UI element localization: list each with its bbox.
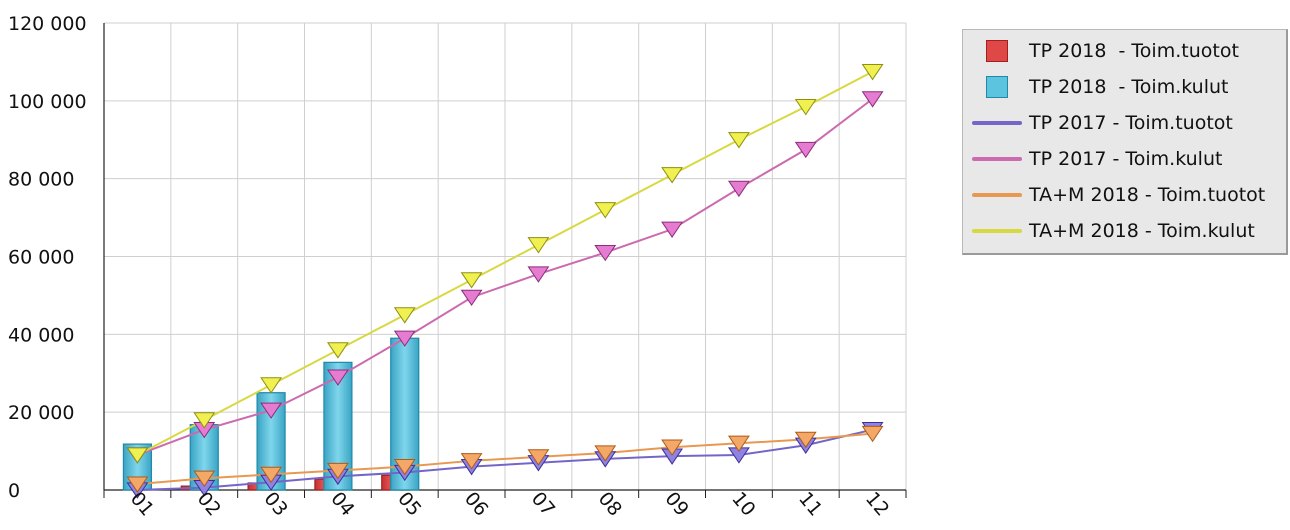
lines <box>136 70 874 491</box>
y-tick-label: 80 000 <box>8 169 74 191</box>
series-line <box>136 70 874 456</box>
legend-swatch <box>971 219 1023 243</box>
legend-label: TP 2018 - Toim.tuotot <box>1029 40 1239 62</box>
data-point-marker <box>326 342 349 359</box>
data-point-marker <box>193 470 216 488</box>
data-point-marker <box>126 476 149 493</box>
x-tick-label: 11 <box>794 488 826 521</box>
legend-item: TA+M 2018 - Toim.kulut <box>971 214 1255 248</box>
data-point-marker <box>527 266 550 283</box>
y-tick-label: 60 000 <box>8 247 74 269</box>
data-point-marker <box>861 91 884 108</box>
series-line <box>137 98 874 456</box>
axes <box>103 23 907 498</box>
x-tick-label: 08 <box>594 488 626 521</box>
data-point-marker <box>460 453 483 470</box>
legend-swatch <box>971 75 1023 99</box>
legend-swatch <box>971 39 1023 63</box>
data-point-marker <box>794 431 817 449</box>
data-point-marker <box>594 445 617 462</box>
data-point-marker <box>326 369 349 386</box>
data-point-marker <box>393 307 416 324</box>
legend-item: TP 2017 - Toim.kulut <box>971 142 1222 176</box>
y-tick-label: 100 000 <box>8 91 87 113</box>
data-point-marker <box>260 402 283 419</box>
data-point-marker <box>260 377 283 394</box>
markers <box>126 63 884 499</box>
data-point-marker <box>126 447 149 464</box>
series-line <box>137 428 873 491</box>
x-tick-label: 05 <box>393 488 425 521</box>
data-point-marker <box>661 439 684 456</box>
legend: TP 2018 - Toim.tuotot TP 2018 - Toim.kulu… <box>962 29 1288 255</box>
data-point-marker <box>861 63 884 81</box>
series-line <box>137 432 873 486</box>
data-point-marker <box>326 462 349 480</box>
legend-item: TP 2017 - Toim.tuotot <box>971 106 1233 140</box>
data-point-marker <box>460 289 483 307</box>
y-tick-label: 120 000 <box>8 13 87 35</box>
x-tick-label: 09 <box>660 488 692 521</box>
data-point-marker <box>527 237 550 254</box>
data-point-marker <box>661 167 684 184</box>
data-point-marker <box>460 272 483 289</box>
data-point-marker <box>727 132 750 149</box>
x-tick-label: 10 <box>727 488 759 521</box>
y-tick-label: 20 000 <box>8 402 74 424</box>
legend-item: TA+M 2018 - Toim.tuotot <box>971 178 1265 212</box>
legend-label: TA+M 2018 - Toim.kulut <box>1029 220 1255 242</box>
legend-item: TP 2018 - Toim.tuotot <box>971 34 1239 68</box>
data-point-marker <box>393 459 416 476</box>
legend-swatch <box>971 111 1023 135</box>
data-point-marker <box>527 449 550 466</box>
legend-label: TP 2017 - Toim.tuotot <box>1029 112 1233 134</box>
data-point-marker <box>727 435 750 452</box>
x-tick-label: 06 <box>460 488 492 521</box>
legend-label: TP 2017 - Toim.kulut <box>1029 148 1223 170</box>
x-tick-label: 02 <box>193 488 225 521</box>
legend-item: TP 2018 - Toim.kulut <box>971 70 1229 104</box>
x-tick-label: 01 <box>126 488 158 521</box>
x-tick-label: 12 <box>861 488 893 521</box>
x-tick-label: 07 <box>527 488 559 521</box>
chart: 0 20 000 40 000 60 000 80 000 100 000 120 000 0… <box>8 13 907 521</box>
data-point-marker <box>661 221 684 238</box>
grid <box>103 22 907 490</box>
y-tick-label: 40 000 <box>8 324 74 346</box>
legend-swatch <box>971 183 1023 207</box>
legend-label: TP 2018 - Toim.kulut <box>1029 76 1229 98</box>
x-tick-label: 03 <box>259 488 291 521</box>
data-point-marker <box>594 244 617 262</box>
legend-swatch <box>971 147 1023 171</box>
x-tick-label: 04 <box>326 488 358 521</box>
data-point-marker <box>794 141 817 159</box>
data-point-marker <box>727 180 750 198</box>
data-point-marker <box>794 99 817 116</box>
y-tick-label: 0 <box>8 480 20 502</box>
data-point-marker <box>260 466 283 484</box>
data-point-marker <box>193 412 216 429</box>
data-point-marker <box>861 425 884 443</box>
data-point-marker <box>393 330 416 347</box>
legend-label: TA+M 2018 - Toim.tuotot <box>1029 184 1266 206</box>
data-point-marker <box>594 202 617 219</box>
